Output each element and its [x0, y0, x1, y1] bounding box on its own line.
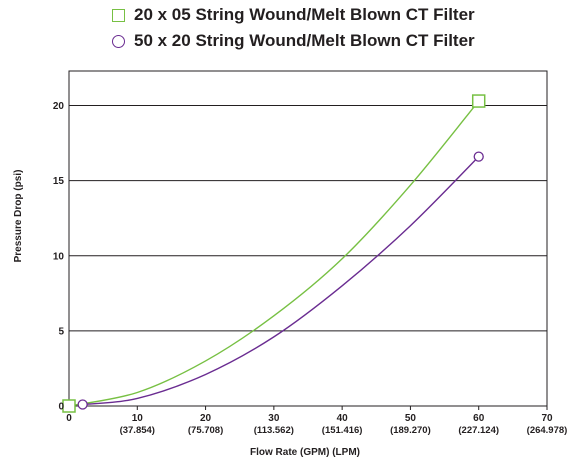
- series-1-marker-1: [471, 94, 486, 108]
- plot-frame: [68, 70, 548, 407]
- series-line-1: [68, 100, 480, 407]
- y-tick-label-15: 15: [53, 176, 65, 187]
- x-tick-label-20: 20: [200, 413, 212, 424]
- chart-legend: 20 x 05 String Wound/Melt Blown CT Filte…: [112, 2, 475, 54]
- legend-label-series-2: 50 x 20 String Wound/Melt Blown CT Filte…: [134, 31, 475, 50]
- series-line-2: [82, 156, 480, 406]
- series-2-marker-0: [77, 399, 88, 410]
- x-tick-label-40: 40: [337, 413, 349, 424]
- x-tick-sublabel-60: (227.124): [458, 425, 499, 436]
- legend-item-series-2: 50 x 20 String Wound/Melt Blown CT Filte…: [112, 28, 475, 54]
- legend-square-marker-icon: [112, 8, 125, 22]
- y-tick-label-10: 10: [53, 251, 65, 262]
- y-tick-label-5: 5: [58, 326, 64, 337]
- series-1-marker-0: [62, 399, 76, 413]
- axes: [68, 70, 548, 410]
- series-2-marker-1: [473, 151, 484, 162]
- x-tick-sublabel-20: (75.708): [188, 425, 223, 436]
- x-tick-label-70: 70: [541, 413, 553, 424]
- y-tick-label-20: 20: [53, 101, 65, 112]
- series-layer: [62, 94, 486, 413]
- x-tick-label-50: 50: [405, 413, 417, 424]
- x-tick-sublabel-10: (37.854): [120, 425, 155, 436]
- x-tick-label-60: 60: [473, 413, 485, 424]
- x-tick-sublabel-40: (151.416): [322, 425, 363, 436]
- x-tick-sublabel-30: (113.562): [254, 425, 294, 436]
- x-tick-sublabel-70: (264.978): [527, 425, 568, 436]
- y-axis-label: Pressure Drop (psi): [13, 170, 24, 263]
- x-tick-label-10: 10: [132, 413, 144, 424]
- legend-item-series-1: 20 x 05 String Wound/Melt Blown CT Filte…: [112, 2, 475, 28]
- x-tick-label-0: 0: [66, 413, 72, 424]
- legend-label-series-1: 20 x 05 String Wound/Melt Blown CT Filte…: [134, 5, 475, 24]
- legend-circle-marker-icon: [112, 34, 125, 48]
- x-tick-sublabel-50: (189.270): [390, 425, 431, 436]
- x-axis-label: Flow Rate (GPM) (LPM): [250, 447, 360, 458]
- gridlines: [69, 105, 547, 332]
- y-tick-label-0: 0: [58, 402, 64, 413]
- x-tick-label-30: 30: [268, 413, 280, 424]
